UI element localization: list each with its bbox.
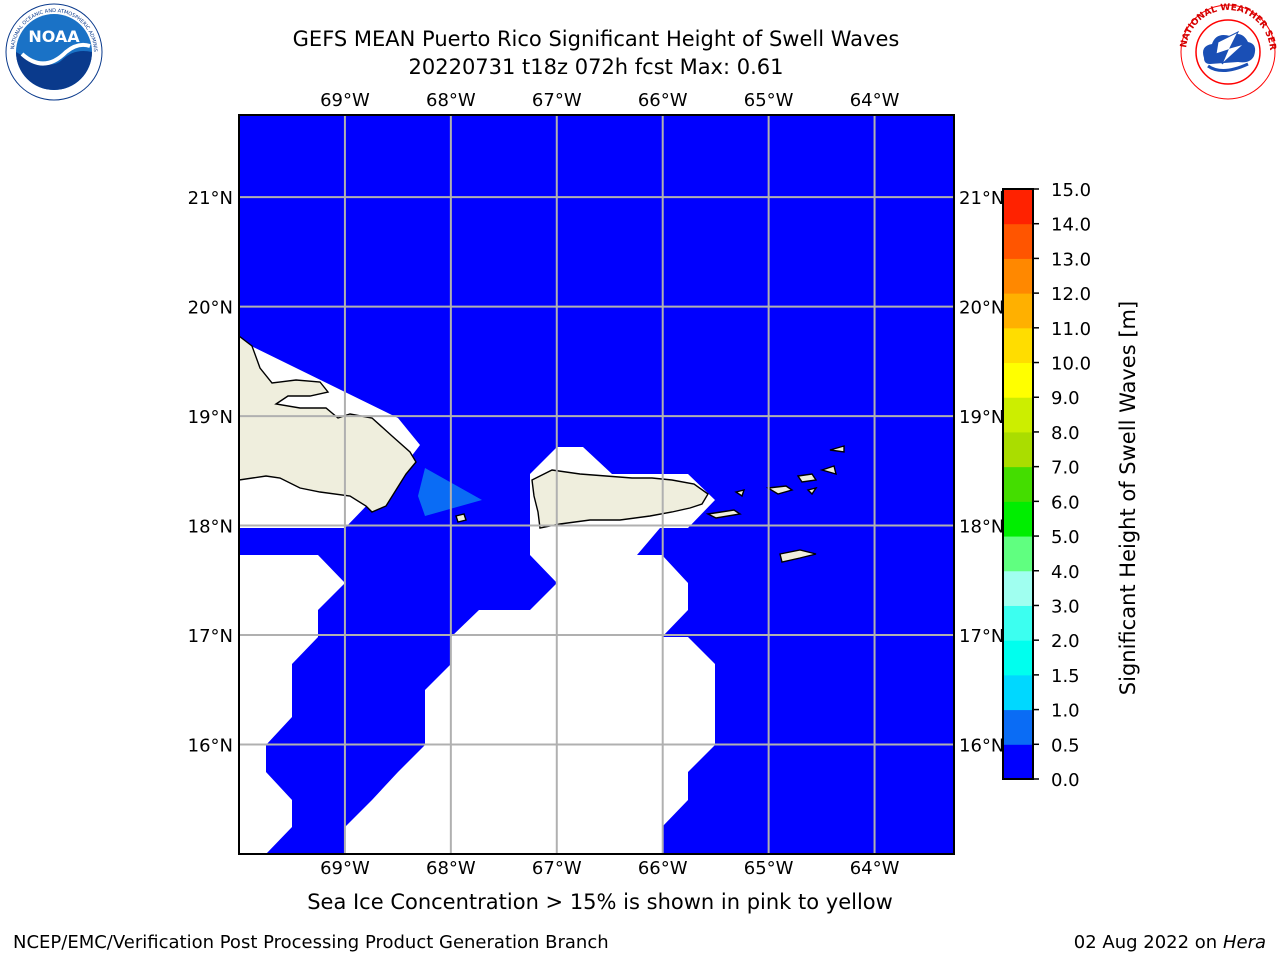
lat-label-left: 21°N [188,188,233,209]
lon-label-bottom: 64°W [850,858,900,879]
colorbar-segment [1003,674,1033,711]
st-croix-island [779,549,817,563]
colorbar-segment [1003,605,1033,641]
colorbar-tick-label: 5.0 [1051,527,1080,548]
map-title: GEFS MEAN Puerto Rico Significant Height… [292,27,900,51]
lat-label-right: 17°N [959,626,1004,647]
lat-label-right: 19°N [959,407,1004,428]
colorbar-tick-labels: 0.0 0.5 1.0 1.5 2.0 3.0 4.0 5.0 6.0 7.0 8.0 9.0 10.0… [1051,180,1091,791]
lat-label-right: 16°N [959,736,1004,757]
footer-branch: NCEP/EMC/Verification Post Processing Pr… [13,932,609,953]
colorbar-segment [1003,189,1033,225]
svg-text:NOAA: NOAA [28,27,80,46]
colorbar-label: Significant Height of Swell Waves [m] [1116,300,1140,696]
footer-date: 02 Aug 2022 on Hera [1074,932,1266,953]
colorbar-segment [1003,223,1033,259]
colorbar-tick-label: 1.0 [1051,701,1080,722]
hispaniola-land [239,335,417,513]
latitude-labels-right: 21°N 20°N 19°N 18°N 17°N 16°N [959,188,1004,756]
lat-label-left: 16°N [188,736,233,757]
colorbar-tick-label: 1.5 [1051,666,1080,687]
puerto-rico-land [531,469,709,529]
colorbar-segment [1003,744,1033,780]
colorbar-tick-label: 2.0 [1051,631,1080,652]
colorbar-tick-label: 10.0 [1051,354,1091,375]
colorbar-segment [1003,327,1033,364]
lon-label-top: 67°W [532,90,582,111]
colorbar-tick-label: 6.0 [1051,492,1080,513]
colorbar-segment [1003,431,1033,468]
footer-machine: Hera [1222,932,1266,953]
colorbar-tick-label: 3.0 [1051,596,1080,617]
lon-label-top: 64°W [850,90,900,111]
virgin-islands [734,445,845,498]
land-masses [239,335,845,563]
colorbar-tick-label: 13.0 [1051,249,1091,270]
longitude-labels-top: 69°W 68°W 67°W 66°W 65°W 64°W [320,90,900,111]
colorbar-segment [1003,293,1033,329]
colorbar-segment [1003,466,1033,502]
lat-label-right: 20°N [959,298,1004,319]
lat-label-right: 18°N [959,517,1004,538]
colorbar-segment [1003,536,1033,572]
colorbar [1002,188,1039,780]
lon-label-top: 69°W [320,90,370,111]
lat-label-left: 17°N [188,626,233,647]
longitude-labels-bottom: 69°W 68°W 67°W 66°W 65°W 64°W [320,858,900,879]
latitude-labels-left: 21°N 20°N 19°N 18°N 17°N 16°N [188,188,233,756]
colorbar-segment [1003,640,1033,676]
colorbar-tick-label: 4.0 [1051,562,1080,583]
colorbar-tick-label: 11.0 [1051,319,1091,340]
noaa-logo: NOAA NATIONAL OCEANIC AND ATMOSPHERIC AD… [1,0,104,106]
lat-label-left: 20°N [188,298,233,319]
lon-label-top: 68°W [426,90,476,111]
colorbar-tick-label: 7.0 [1051,458,1080,479]
lon-label-top: 66°W [638,90,688,111]
colorbar-tick-label: 12.0 [1051,284,1091,305]
map-frame [238,114,955,855]
colorbar-segment [1003,570,1033,606]
lon-label-bottom: 67°W [532,858,582,879]
map-subtitle: 20220731 t18z 072h fcst Max: 0.61 [408,55,784,79]
colorbar-segment [1003,362,1033,398]
colorbar-tick-label: 8.0 [1051,423,1080,444]
colorbar-tick-label: 0.5 [1051,735,1080,756]
sea-ice-caption: Sea Ice Concentration > 15% is shown in … [307,890,893,914]
lat-label-right: 21°N [959,188,1004,209]
mona-island [455,513,467,523]
graticule [239,115,954,854]
colorbar-frame [1002,188,1034,780]
lat-label-left: 19°N [188,407,233,428]
footer-date-text: 02 Aug 2022 on [1073,932,1218,953]
colorbar-segment [1003,709,1033,745]
lon-label-top: 65°W [744,90,794,111]
lat-label-left: 18°N [188,517,233,538]
colorbar-segment [1003,501,1033,537]
lon-label-bottom: 68°W [426,858,476,879]
colorbar-tick-label: 0.0 [1051,770,1080,791]
lon-label-bottom: 66°W [638,858,688,879]
nws-logo: NATIONAL WEATHER SERVICE [1175,0,1278,106]
colorbar-tick-label: 9.0 [1051,388,1080,409]
colorbar-tick-label: 15.0 [1051,180,1091,201]
colorbar-segment [1003,258,1033,294]
lon-label-bottom: 69°W [320,858,370,879]
colorbar-segment [1003,397,1033,433]
lon-label-bottom: 65°W [744,858,794,879]
vieques-island [705,509,742,519]
colorbar-tick-label: 14.0 [1051,215,1091,236]
